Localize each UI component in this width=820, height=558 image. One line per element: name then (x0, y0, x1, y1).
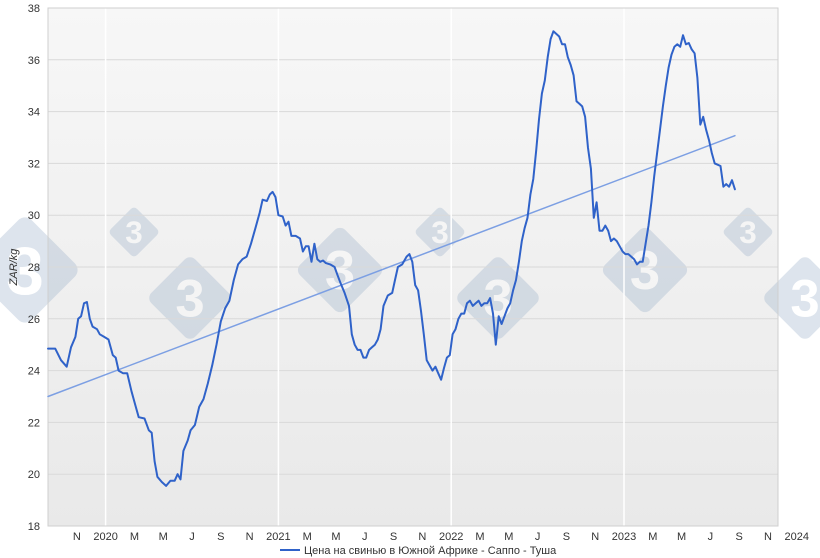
legend: Цена на свинью в Южной Африке - Саппо - … (280, 545, 557, 557)
x-tick-label: M (130, 531, 139, 543)
x-tick-label: S (390, 531, 397, 543)
y-tick-label: 30 (28, 210, 40, 222)
x-axis: N 2020 M M J S N 2021 M M J S N 2022 M M J S N 2023 M M J S N 202… (73, 531, 809, 543)
watermark-logo: 3 (297, 227, 383, 313)
watermark-logo: 3 (0, 217, 78, 323)
y-tick-label: 38 (28, 3, 40, 15)
watermark-diamond (0, 217, 78, 323)
x-tick-label: M (303, 531, 312, 543)
plot-border (47, 7, 779, 527)
x-tick-label: S (563, 531, 570, 543)
x-tick-label: 2021 (266, 531, 290, 543)
watermark-logo: 3 (415, 207, 465, 257)
watermark-diamond (415, 207, 465, 257)
x-tick-label: S (736, 531, 743, 543)
y-tick-label: 28 (28, 262, 40, 274)
x-tick-label: J (708, 531, 714, 543)
x-tick-label: J (189, 531, 195, 543)
watermark-diamond (764, 257, 820, 339)
x-tick-label: M (159, 531, 168, 543)
series-layer (47, 30, 736, 487)
watermark-logo: 3 (723, 207, 773, 257)
x-tick-label: J (362, 531, 368, 543)
y-tick-label: 20 (28, 469, 40, 481)
y-tick-label: 32 (28, 158, 40, 170)
x-tick-label: N (246, 531, 254, 543)
watermark-glyph: 3 (790, 270, 819, 329)
x-tick-label: M (504, 531, 513, 543)
watermark-diamond (297, 227, 383, 313)
x-tick-label: N (591, 531, 599, 543)
watermark-logo: 3 (764, 257, 820, 339)
legend-label: Цена на свинью в Южной Африке - Саппо - … (304, 545, 557, 557)
x-tick-label: S (217, 531, 224, 543)
y-axis: 18 20 22 24 26 28 30 32 34 36 38 (28, 3, 40, 533)
watermark-logo: 3 (109, 207, 159, 257)
y-tick-label: 36 (28, 55, 40, 67)
watermark-glyph: 3 (175, 270, 204, 329)
x-tick-label: J (535, 531, 541, 543)
x-tick-label: M (677, 531, 686, 543)
y-tick-label: 18 (28, 521, 40, 533)
watermark-glyph: 3 (6, 233, 44, 309)
x-tick-label: M (331, 531, 340, 543)
x-tick-label: M (648, 531, 657, 543)
y-tick-label: 22 (28, 417, 40, 429)
series-line-pig-price (47, 30, 736, 487)
x-tick-label: M (475, 531, 484, 543)
x-tick-label: N (418, 531, 426, 543)
watermark-glyph: 3 (325, 240, 355, 301)
x-tick-label: N (764, 531, 772, 543)
x-tick-label: N (73, 531, 81, 543)
x-tick-label: 2024 (785, 531, 809, 543)
watermark-glyph: 3 (739, 215, 756, 250)
trend-line (47, 134, 736, 398)
watermark-glyph: 3 (125, 215, 142, 250)
x-tick-label: 2020 (93, 531, 117, 543)
x-tick-label: 2023 (612, 531, 636, 543)
y-axis-title: ZAR/kg (8, 248, 20, 287)
watermark-glyph: 3 (431, 215, 448, 250)
watermark-diamond (109, 207, 159, 257)
y-tick-label: 34 (28, 107, 40, 119)
y-tick-label: 26 (28, 314, 40, 326)
watermark-diamond (723, 207, 773, 257)
x-tick-label: 2022 (439, 531, 463, 543)
y-tick-label: 24 (28, 366, 40, 378)
